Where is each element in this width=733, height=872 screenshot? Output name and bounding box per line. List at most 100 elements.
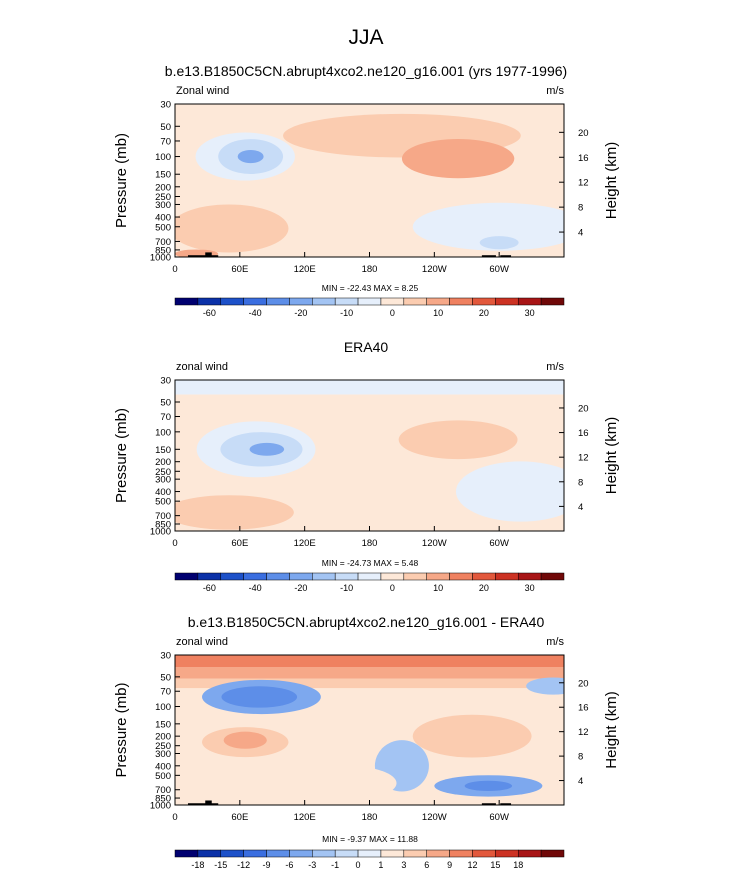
height-tick-label: 8 xyxy=(578,752,583,763)
y-tick-label: 300 xyxy=(155,749,171,760)
colorbar-swatch xyxy=(334,849,359,858)
topography-mask xyxy=(481,255,496,257)
contour-region xyxy=(398,420,518,460)
x-tick-label: 0 xyxy=(172,538,177,549)
y-tick-label: 700 xyxy=(155,785,171,796)
contour-field xyxy=(175,380,564,531)
y-tick-label: 700 xyxy=(155,511,171,522)
y-tick-label: 250 xyxy=(155,467,171,478)
panel-title: b.e13.B1850C5CN.abrupt4xco2.ne120_g16.00… xyxy=(165,63,567,79)
colorbar-swatch xyxy=(174,849,199,858)
colorbar-label: -6 xyxy=(285,860,293,870)
colorbar-swatch xyxy=(243,849,267,858)
colorbar-label: -9 xyxy=(263,860,271,870)
colorbar-label: 1 xyxy=(378,860,383,870)
colorbar-label: 12 xyxy=(467,860,477,870)
colorbar-swatch xyxy=(472,572,496,581)
main-title: JJA xyxy=(348,26,383,49)
colorbar-label: -3 xyxy=(308,860,316,870)
panel-difference: b.e13.B1850C5CN.abrupt4xco2.ne120_g16.00… xyxy=(113,614,620,870)
x-tick-label: 60E xyxy=(231,264,248,275)
y-tick-label: 500 xyxy=(155,497,171,508)
contour-region xyxy=(455,461,564,522)
contour-region xyxy=(526,677,564,695)
x-tick-label: 60W xyxy=(489,812,509,823)
colorbar-label: 18 xyxy=(513,860,523,870)
right-axis-title: Height (km) xyxy=(603,691,620,769)
contour-region xyxy=(412,714,532,758)
colorbar-swatch xyxy=(517,849,542,858)
colorbar-swatch xyxy=(289,849,313,858)
colorbar-label: -20 xyxy=(294,308,307,318)
colorbar-label: 3 xyxy=(401,860,406,870)
colorbar-label: 0 xyxy=(356,860,361,870)
colorbar-swatch xyxy=(449,849,473,858)
colorbar-swatch xyxy=(472,849,496,858)
min-max-stats: MIN = -22.43 MAX = 8.25 xyxy=(322,283,419,293)
x-tick-label: 60W xyxy=(489,264,509,275)
x-tick-label: 120W xyxy=(422,538,447,549)
contour-region xyxy=(412,202,564,251)
colorbar-swatch xyxy=(197,849,222,858)
min-max-stats: MIN = -24.73 MAX = 5.48 xyxy=(322,558,419,568)
contour-band xyxy=(175,678,564,689)
colorbar-swatch xyxy=(426,572,450,581)
right-axis-title: Height (km) xyxy=(603,142,620,220)
contour-band xyxy=(175,655,564,668)
y-tick-label: 500 xyxy=(155,222,171,233)
y-tick-label: 850 xyxy=(155,245,171,256)
contour-region xyxy=(299,766,397,801)
left-string: zonal wind xyxy=(176,636,228,648)
y-tick-label: 250 xyxy=(155,741,171,752)
x-tick-label: 180 xyxy=(362,264,378,275)
panel-title: ERA40 xyxy=(344,339,389,355)
x-tick-label: 120E xyxy=(294,812,316,823)
colorbar-swatch xyxy=(495,572,519,581)
panel-model: b.e13.B1850C5CN.abrupt4xco2.ne120_g16.00… xyxy=(113,63,620,318)
contour-region xyxy=(237,149,264,164)
min-max-stats: MIN = -9.37 MAX = 11.88 xyxy=(322,834,418,844)
y-tick-label: 150 xyxy=(155,170,171,181)
y-tick-label: 30 xyxy=(160,376,171,387)
contour-region xyxy=(249,442,285,456)
x-tick-label: 180 xyxy=(362,812,378,823)
topography-mask xyxy=(500,255,512,257)
colorbar-swatch xyxy=(449,297,473,306)
y-tick-label: 1000 xyxy=(150,527,171,538)
colorbar-swatch xyxy=(266,572,290,581)
colorbar-swatch xyxy=(357,849,382,858)
y-tick-label: 850 xyxy=(155,794,171,805)
topography-mask xyxy=(500,803,512,805)
colorbar-swatch xyxy=(289,572,313,581)
height-tick-label: 12 xyxy=(578,727,589,738)
colorbar-swatch xyxy=(472,297,496,306)
topography-mask xyxy=(187,803,219,805)
height-tick-label: 16 xyxy=(578,428,589,439)
colorbar-swatch xyxy=(426,297,450,306)
colorbar-label: 6 xyxy=(424,860,429,870)
y-tick-label: 70 xyxy=(160,412,171,423)
contour-band xyxy=(175,380,564,395)
colorbar-swatch xyxy=(174,572,199,581)
height-tick-label: 8 xyxy=(578,477,583,488)
y-tick-label: 70 xyxy=(160,687,171,698)
x-tick-label: 60E xyxy=(231,812,248,823)
colorbar-swatch xyxy=(380,572,405,581)
height-tick-label: 20 xyxy=(578,128,589,139)
colorbar-swatch xyxy=(426,849,450,858)
y-tick-label: 100 xyxy=(155,152,171,163)
height-tick-label: 4 xyxy=(578,502,583,513)
colorbar-label: 30 xyxy=(525,308,535,318)
colorbar-swatch xyxy=(495,849,519,858)
height-tick-label: 20 xyxy=(578,678,589,689)
colorbar-label: 10 xyxy=(433,583,443,593)
y-tick-label: 30 xyxy=(160,100,171,111)
colorbar-swatch xyxy=(380,849,405,858)
colorbar-label: 0 xyxy=(390,583,395,593)
colorbar-swatch xyxy=(289,297,313,306)
colorbar-swatch xyxy=(266,297,290,306)
y-tick-label: 50 xyxy=(160,122,171,133)
y-tick-label: 300 xyxy=(155,200,171,211)
colorbar-label: -40 xyxy=(249,308,262,318)
